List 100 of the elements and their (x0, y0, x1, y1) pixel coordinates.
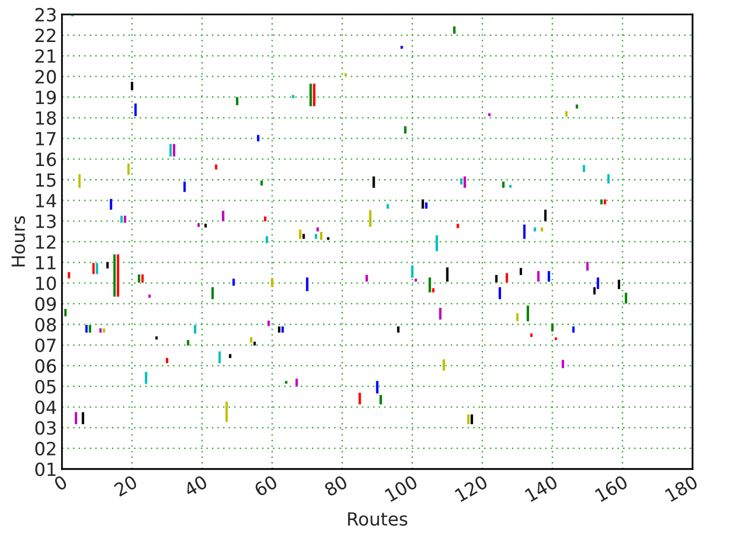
bar (81, 412, 85, 425)
bar (264, 216, 267, 222)
y-tick-label: 22 (35, 28, 56, 42)
bar (67, 272, 71, 279)
bar (204, 223, 208, 228)
y-tick-label: 04 (35, 400, 56, 414)
bar (428, 277, 432, 293)
y-tick-label: 01 (35, 462, 56, 476)
bar (228, 354, 232, 358)
x-axis-title: Routes (348, 512, 408, 526)
y-tick-label: 16 (36, 152, 56, 166)
bar (306, 277, 309, 292)
bar (554, 336, 558, 340)
bar (326, 236, 330, 240)
bar (600, 198, 604, 205)
bar (84, 324, 88, 334)
bar (302, 233, 306, 240)
bar (540, 227, 544, 232)
bar (210, 286, 214, 300)
bar (536, 270, 540, 282)
bar (466, 414, 470, 425)
bar (404, 126, 407, 134)
y-tick-label: 18 (36, 111, 56, 125)
bar (284, 380, 288, 384)
bar (196, 222, 200, 228)
bar (225, 401, 228, 422)
bar (376, 380, 379, 394)
x-tick-label: 120 (454, 474, 488, 502)
bar (438, 307, 442, 320)
x-tick-label: 80 (324, 474, 348, 497)
bar (130, 81, 134, 91)
bar (603, 198, 607, 205)
bar (561, 359, 565, 369)
bar (186, 340, 190, 346)
bar (544, 209, 548, 222)
x-tick-label: 160 (594, 474, 628, 502)
x-tick-label: 60 (254, 474, 278, 497)
bar (270, 278, 274, 288)
bar (292, 94, 295, 99)
bar (421, 198, 424, 210)
bar (165, 357, 169, 364)
bar (281, 326, 284, 334)
y-tick-label: 07 (35, 338, 56, 352)
bar (564, 110, 568, 117)
x-tick-label: 20 (113, 474, 138, 497)
bar (470, 414, 474, 425)
bar (168, 144, 172, 157)
bar (154, 336, 158, 340)
bar (446, 266, 449, 282)
bar (126, 163, 130, 176)
bar (494, 274, 498, 283)
bar (582, 164, 586, 172)
bar (92, 262, 96, 274)
bar (424, 202, 428, 210)
bar (575, 104, 579, 109)
y-tick-label: 20 (35, 70, 56, 84)
bar (112, 254, 116, 298)
bar (148, 294, 152, 298)
bar (522, 224, 526, 240)
bar (586, 262, 590, 272)
bar (250, 336, 253, 344)
bar (442, 358, 446, 372)
bar (488, 112, 491, 117)
x-tick-label: 100 (384, 474, 418, 502)
y-tick-label: 02 (35, 442, 56, 456)
bar (218, 351, 222, 364)
y-tick-label: 19 (36, 90, 56, 104)
bar (344, 72, 348, 76)
bar (456, 223, 460, 229)
bar (572, 326, 576, 334)
bar (414, 278, 418, 282)
x-tick-label: 0 (53, 474, 68, 492)
bar (120, 215, 124, 224)
bar (102, 328, 106, 334)
y-tick-label: 21 (35, 49, 56, 63)
y-tick-label: 15 (36, 173, 56, 187)
bar (530, 333, 534, 338)
bar (550, 322, 554, 332)
bar (88, 324, 92, 334)
bar (505, 272, 508, 284)
bar (78, 174, 82, 188)
bar (256, 134, 260, 142)
bar (368, 210, 372, 228)
bar (172, 144, 176, 157)
bar (144, 371, 148, 384)
bar (214, 164, 218, 170)
bar (295, 378, 298, 387)
bar (309, 83, 312, 107)
bar (617, 279, 621, 290)
bar (452, 26, 456, 34)
y-tick-label: 09 (35, 297, 56, 311)
bar (516, 312, 519, 322)
bar (109, 198, 113, 210)
x-tick-label: 140 (524, 474, 558, 502)
bar (193, 324, 197, 334)
bar (547, 270, 551, 282)
bar (533, 227, 537, 232)
bar (526, 305, 530, 322)
bar (312, 83, 316, 107)
bar (606, 174, 610, 184)
